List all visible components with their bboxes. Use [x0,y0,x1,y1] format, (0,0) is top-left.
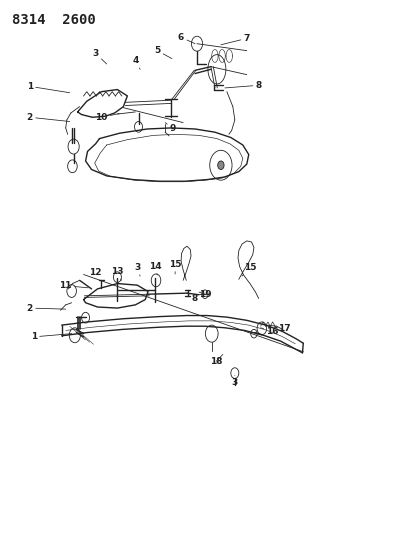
Text: 7: 7 [221,34,250,45]
Text: 18: 18 [210,354,223,366]
Text: 9: 9 [165,123,176,133]
Text: 5: 5 [154,46,172,59]
Text: 3: 3 [92,49,107,64]
Circle shape [218,161,224,169]
Text: 19: 19 [199,290,212,298]
Text: 8: 8 [188,293,198,303]
Text: 11: 11 [59,281,88,290]
Text: 3: 3 [134,263,140,276]
Text: 4: 4 [132,56,140,69]
Text: 12: 12 [89,269,104,280]
Text: 10: 10 [95,113,119,122]
Text: 3: 3 [232,375,238,387]
Text: 13: 13 [111,268,124,280]
Text: 8: 8 [225,81,262,90]
Text: 1: 1 [27,82,70,93]
Text: 17: 17 [275,324,291,333]
Text: 8314  2600: 8314 2600 [12,13,96,27]
Text: 14: 14 [149,262,162,275]
Text: 2: 2 [27,304,66,312]
Text: 2: 2 [27,113,70,122]
Text: 15: 15 [242,263,257,276]
Text: 16: 16 [261,327,279,336]
Text: 1: 1 [31,333,72,341]
Text: 6: 6 [178,33,195,44]
Text: 15: 15 [169,260,181,274]
